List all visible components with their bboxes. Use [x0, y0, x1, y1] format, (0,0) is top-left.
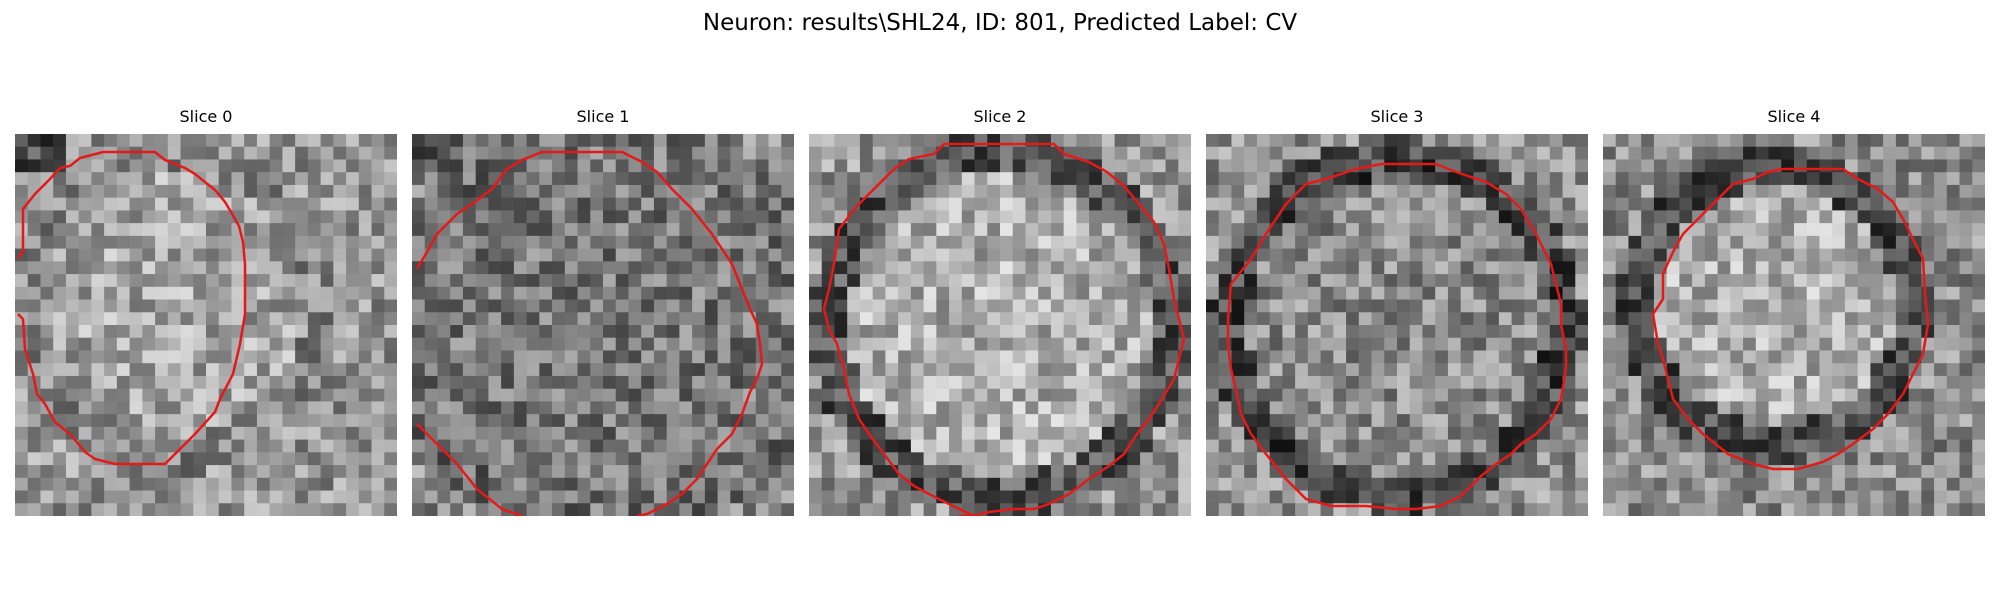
slice-image [809, 134, 1191, 516]
roi-contour [1226, 162, 1568, 511]
slice-image [15, 134, 397, 516]
slice-title: Slice 3 [1370, 107, 1424, 126]
slice-panel-0: Slice 0 [15, 107, 397, 516]
slice-image [412, 134, 794, 516]
roi-contour [17, 150, 247, 466]
roi-contour [856, 142, 1186, 516]
roi-contour [1651, 167, 1930, 471]
pixel-grid [1206, 134, 1588, 516]
slice-title: Slice 4 [1767, 107, 1821, 126]
roi-contour [416, 423, 523, 516]
pixel-grid [412, 134, 794, 516]
slice-image [1603, 134, 1985, 516]
slice-image [1206, 134, 1588, 516]
slice-panel-1: Slice 1 [412, 107, 794, 516]
pixel-grid [15, 134, 397, 516]
slice-panel-3: Slice 3 [1206, 107, 1588, 516]
figure-title: Neuron: results\SHL24, ID: 801, Predicte… [702, 10, 1298, 36]
slice-panel-2: Slice 2 [809, 107, 1191, 516]
slice-title: Slice 1 [576, 107, 630, 126]
slice-panel-4: Slice 4 [1603, 107, 1985, 516]
roi-contour [415, 150, 764, 516]
roi-contour [822, 205, 975, 516]
slice-title: Slice 2 [973, 107, 1027, 126]
pixel-grid [809, 134, 1191, 516]
slice-title: Slice 0 [179, 107, 233, 126]
